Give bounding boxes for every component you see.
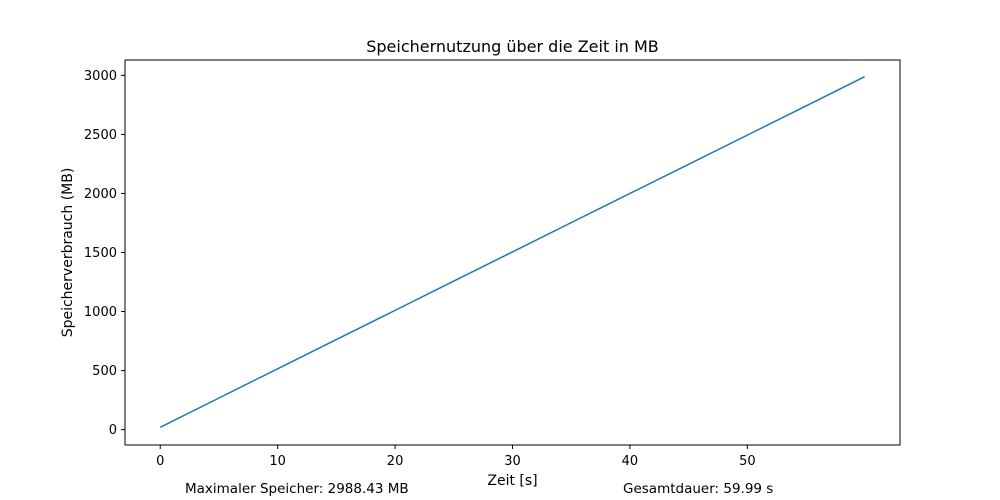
x-tick-label: 20 bbox=[387, 454, 404, 469]
max-memory-note: Maximaler Speicher: 2988.43 MB bbox=[185, 481, 409, 497]
y-tick-label: 2000 bbox=[84, 187, 117, 202]
x-axis-ticks: 0 10 20 30 40 50 bbox=[156, 445, 756, 469]
y-tick-label: 1500 bbox=[84, 246, 117, 261]
y-tick-label: 2500 bbox=[84, 128, 117, 143]
y-tick-label: 3000 bbox=[84, 69, 117, 84]
x-axis-label: Zeit [s] bbox=[487, 473, 537, 489]
chart-title: Speichernutzung über die Zeit in MB bbox=[366, 37, 659, 56]
duration-note: Gesamtdauer: 59.99 s bbox=[623, 481, 774, 497]
y-axis-label: Speicherverbrauch (MB) bbox=[60, 168, 76, 338]
x-tick-label: 30 bbox=[504, 454, 521, 469]
series-layer bbox=[159, 76, 865, 428]
x-tick-label: 0 bbox=[156, 454, 164, 469]
y-tick-label: 0 bbox=[109, 423, 117, 438]
x-tick-label: 10 bbox=[269, 454, 286, 469]
y-tick-label: 500 bbox=[92, 364, 117, 379]
plot-frame bbox=[124, 59, 901, 446]
x-tick-label: 40 bbox=[622, 454, 639, 469]
y-tick-label: 1000 bbox=[84, 305, 117, 320]
y-axis-ticks: 0 500 1000 1500 2000 2500 3000 bbox=[84, 69, 125, 438]
x-tick-label: 50 bbox=[739, 454, 756, 469]
series-line-1 bbox=[159, 76, 865, 428]
